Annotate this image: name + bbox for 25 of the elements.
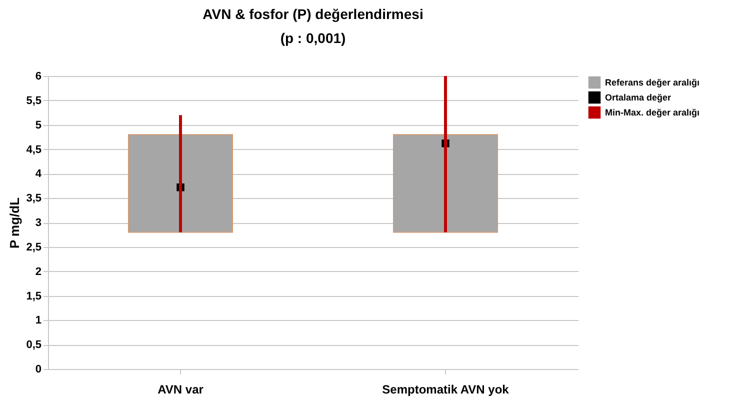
x-tick-label: AVN var xyxy=(158,382,204,396)
chart-title: AVN & fosfor (P) değerlendirmesi xyxy=(202,6,424,22)
chart-subtitle: (p : 0,001) xyxy=(280,30,346,46)
y-tick-label: 1 xyxy=(35,314,42,327)
bar xyxy=(179,115,182,232)
x-tick-label: Semptomatik AVN yok xyxy=(382,382,510,396)
bar xyxy=(444,76,447,232)
legend-label: Ortalama değer xyxy=(605,92,672,102)
legend-label: Min-Max. değer aralığı xyxy=(605,108,700,118)
y-tick-label: 1,5 xyxy=(26,290,42,302)
y-tick-label: 5 xyxy=(35,119,42,132)
bar xyxy=(393,134,498,233)
y-axis-title: P mg/dL xyxy=(7,197,22,249)
y-tick-label: 2,5 xyxy=(26,241,42,254)
y-tick-label: 2 xyxy=(35,266,42,278)
legend-label: Referans değer aralığı xyxy=(605,78,700,88)
y-tick-label: 0 xyxy=(35,364,42,376)
bar xyxy=(128,134,233,233)
y-tick-label: 6 xyxy=(35,70,42,82)
y-tick-label: 5,5 xyxy=(26,94,42,107)
y-tick-label: 3 xyxy=(35,217,42,229)
y-tick-label: 4 xyxy=(35,168,42,180)
y-tick-label: 4,5 xyxy=(26,144,42,156)
y-tick-label: 0,5 xyxy=(26,339,42,352)
y-tick-label: 3,5 xyxy=(26,192,42,205)
